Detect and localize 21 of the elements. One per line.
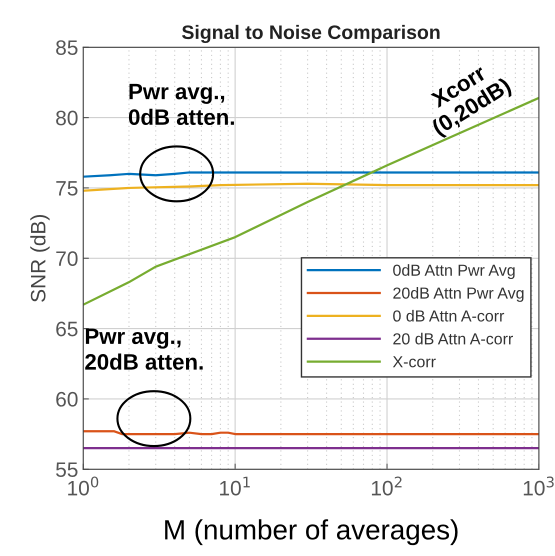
annotation: Pwr avg., 20dB atten. [85, 328, 203, 370]
y-axis-title: SNR (dB) [30, 214, 50, 302]
x-tick-label: 10$^{1}$ [220, 476, 250, 496]
x-tick-label: 10$^{3}$ [524, 476, 554, 496]
x-tick-label: 10$^{0}$ [68, 476, 98, 496]
y-tick-label: 65 [56, 322, 78, 336]
y-tick-label: 55 [56, 462, 78, 478]
legend-label: 0dB Attn Pwr Avg [393, 264, 515, 280]
y-tick-label: 70 [56, 251, 78, 266]
legend-label: 20 dB Attn A-corr [393, 332, 513, 345]
x-axis-title: M (number of averages) [165, 519, 458, 546]
legend-label: 0 dB Attn A-corr [393, 310, 504, 322]
y-tick-label: 60 [56, 392, 78, 407]
y-tick-label: 75 [56, 181, 78, 196]
annotation: Pwr avg., 0dB atten. [128, 84, 234, 126]
legend-label: X-corr [392, 356, 436, 368]
legend-label: 20dB Attn Pwr Avg [393, 287, 524, 302]
y-tick-label: 85 [56, 40, 78, 56]
x-tick-label: 10$^{2}$ [372, 476, 402, 496]
y-tick-label: 80 [56, 110, 78, 126]
chart-title: Signal to Noise Comparison [182, 24, 440, 44]
